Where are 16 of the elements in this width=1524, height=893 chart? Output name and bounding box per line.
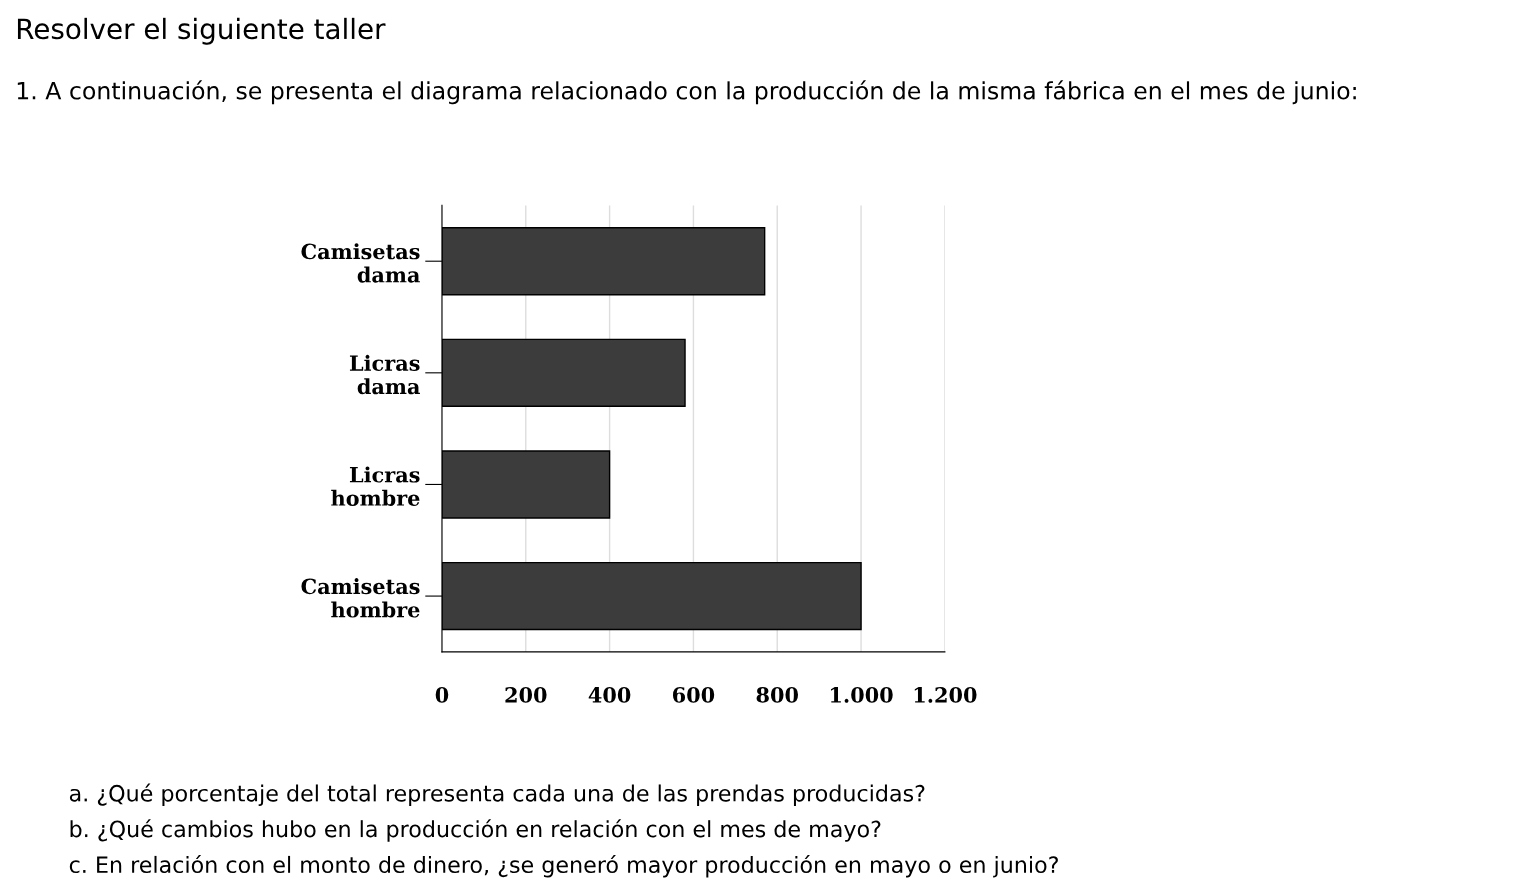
text: a. ¿Qué porcentaje del total representa cada una de las prendas producidas? [69, 783, 925, 806]
y-tick-label: Licras dama [349, 354, 420, 395]
text: b. ¿Qué cambios hubo en la producción en relación con el mes de mayo? [70, 819, 881, 842]
x-tick-label: 1.200 [914, 686, 977, 703]
x-tick-label: 0 [435, 686, 449, 703]
x-tick-label: 600 [672, 686, 715, 703]
text: c. En relación con el monto de dinero, ¿se generó mayor producción en mayo o en junio? [69, 855, 1058, 878]
text: Resolver el siguiente taller [17, 17, 386, 45]
x-tick-label: 800 [756, 686, 799, 703]
y-tick-label: Licras hombre [331, 466, 420, 506]
x-tick-label: 400 [588, 686, 631, 703]
y-tick-label: Camisetas dama [301, 243, 420, 283]
x-tick-label: 200 [505, 686, 547, 703]
chart-subtitle: 1. A continuación, se presenta el diagrama relacionado con la producción de la misma fábrica en el mes de junio: [17, 80, 1356, 105]
x-tick-label: 1.000 [830, 686, 893, 703]
y-tick-label: Camisetas hombre [301, 578, 420, 618]
